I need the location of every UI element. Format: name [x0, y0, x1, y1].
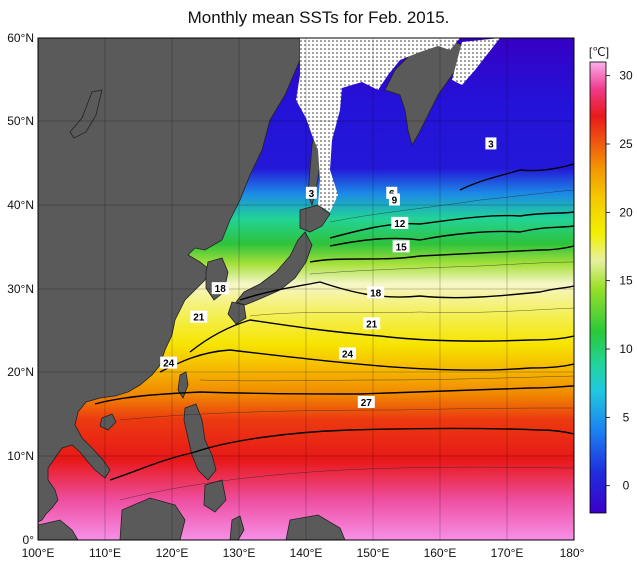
taiwan [177, 371, 189, 399]
mindanao [203, 479, 227, 513]
colorbar-tick-label: 0 [623, 479, 630, 493]
malay-peninsula [38, 519, 79, 540]
contour-label-text: 24 [163, 359, 175, 370]
sulawesi [229, 515, 245, 540]
contour-label: 21 [190, 310, 208, 324]
contour-label-text: 21 [193, 313, 205, 324]
borneo [119, 497, 186, 540]
colorbar-tick-label: 10 [619, 342, 633, 356]
contour-label-text: 15 [396, 242, 408, 253]
contour-label: 24 [160, 356, 178, 370]
lon-tick-label: 160°E [424, 546, 457, 560]
new-guinea [285, 514, 346, 540]
lat-tick-label: 30°N [7, 282, 34, 296]
colorbar-tick-label: 30 [619, 69, 633, 83]
lon-tick-label: 180° [560, 546, 585, 560]
contour-label: 18 [211, 282, 229, 295]
contour-label-text: 24 [342, 349, 354, 360]
contour-label: 3 [305, 186, 317, 200]
lon-tick-label: 100°E [22, 546, 55, 560]
contour-label: 18 [367, 286, 385, 299]
lon-tick-label: 170°E [491, 546, 524, 560]
lon-tick-label: 110°E [89, 546, 121, 560]
colorbar-tick-label: 25 [619, 137, 633, 151]
land-masses [38, 38, 469, 540]
luzon-visayas [183, 403, 217, 481]
map-title: Monthly mean SSTs for Feb. 2015. [187, 8, 450, 27]
lon-tick-label: 140°E [290, 546, 323, 560]
isotherms [94, 163, 574, 481]
contour-labels: 3369121518182121242427 [160, 137, 497, 409]
lat-tick-label: 20°N [7, 365, 34, 379]
contour-label-text: 3 [309, 189, 315, 200]
lat-tick-label: 60°N [7, 31, 34, 45]
lon-tick-label: 150°E [357, 546, 390, 560]
lat-tick-label: 50°N [7, 114, 34, 128]
contour-label: 24 [339, 347, 357, 360]
colorbar-tick-label: 20 [619, 205, 633, 219]
colorbar-scale [589, 61, 607, 514]
lat-tick-label: 0° [23, 533, 35, 547]
lon-tick-label: 130°E [223, 546, 256, 560]
contour-label: 15 [392, 240, 410, 253]
colorbar-ticks: 30 25 20 15 10 5 0 [606, 69, 633, 493]
latitude-labels: 0° 10°N 20°N 30°N 40°N 50°N 60°N [7, 31, 34, 547]
contour-label-text: 18 [215, 284, 227, 295]
honshu [235, 231, 313, 306]
contour-label: 9 [388, 193, 400, 206]
colorbar-tick-label: 15 [619, 274, 633, 288]
contour-label: 3 [485, 137, 497, 150]
colorbar-tick-label: 5 [623, 410, 630, 424]
lon-tick-label: 120°E [156, 546, 189, 560]
contour-label: 12 [391, 216, 409, 230]
contour-label-text: 9 [392, 195, 398, 206]
thin-isotherms [119, 189, 574, 501]
contour-label-text: 12 [394, 219, 406, 230]
asia-mainland [38, 38, 301, 523]
colorbar-unit: [℃] [589, 45, 609, 59]
longitude-labels: 100°E 110°E 120°E 130°E 140°E 150°E 160°… [22, 546, 585, 560]
island-northwest [69, 89, 103, 139]
contour-label: 21 [363, 317, 381, 330]
contour-label-text: 3 [488, 139, 494, 150]
contour-label-text: 27 [361, 398, 373, 409]
sea-ice [296, 38, 500, 212]
kyushu [227, 301, 247, 325]
map-area [38, 38, 574, 540]
colorbar: [℃] 30 25 20 15 10 5 0 [589, 45, 633, 514]
lat-tick-label: 40°N [7, 198, 34, 212]
contour-label-text: 18 [370, 288, 382, 299]
lat-tick-label: 10°N [7, 449, 34, 463]
contour-label: 27 [357, 395, 375, 409]
map-frame [37, 37, 575, 541]
contour-label-text: 21 [366, 319, 378, 330]
hainan [99, 413, 117, 431]
